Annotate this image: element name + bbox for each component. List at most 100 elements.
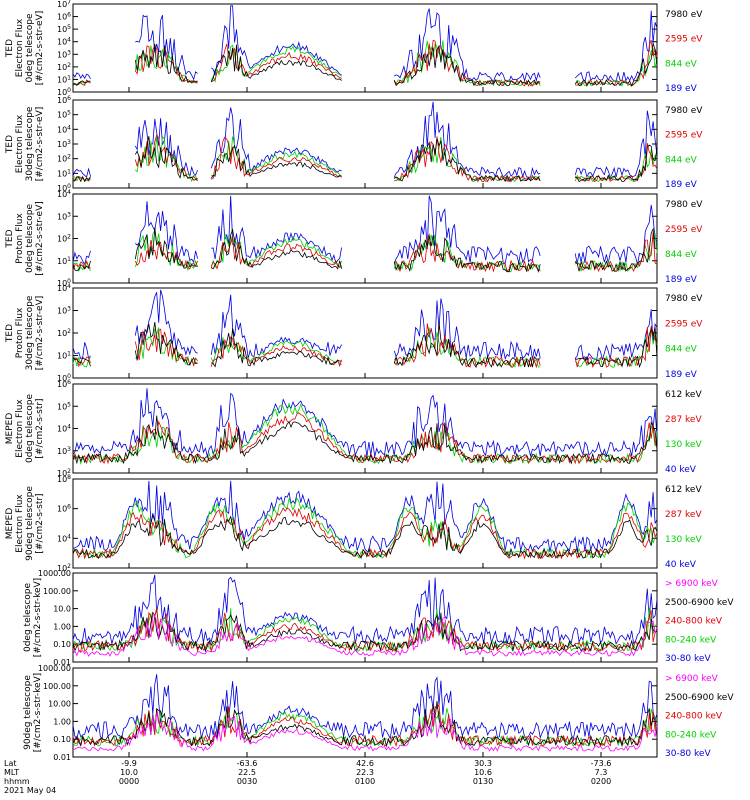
- ylabel-line: [#/cm2-s-str-eV]: [35, 11, 45, 86]
- panel-8: 0.01 0.10 1.00 10.00 100.00 1000.00 90deg tele…: [23, 664, 734, 762]
- series-red: [72, 412, 658, 465]
- ytick-label: 0.01: [53, 753, 71, 762]
- ylabel-line: [#/cm2-s-str]: [35, 493, 45, 553]
- ytick-label: 104: [57, 189, 71, 199]
- legend-label: 189 eV: [665, 275, 698, 285]
- legend-label: 130 keV: [665, 535, 702, 545]
- legend-label: 189 eV: [665, 370, 698, 380]
- xaxis-row-label: MLT: [4, 768, 19, 777]
- ytick-label: 104: [57, 37, 71, 47]
- x-axis: -9.910.00000-63.622.5003042.622.3010030.…: [4, 87, 611, 795]
- legend-label: 40 keV: [665, 465, 697, 475]
- series-black: [72, 415, 658, 465]
- ytick-label: 1.00: [53, 717, 71, 726]
- ytick-label: 104: [57, 124, 71, 134]
- series-black: [72, 136, 658, 183]
- ytick-label: 1000.00: [38, 664, 71, 673]
- ylabel-line: TED: [5, 135, 15, 154]
- series-black: [72, 701, 658, 748]
- legend-label: 2595 eV: [665, 35, 703, 45]
- ytick-label: 103: [57, 49, 71, 59]
- series-red: [72, 703, 658, 747]
- ytick-label: 100: [57, 373, 71, 383]
- ytick-label: 100: [57, 87, 71, 97]
- legend-label: 287 keV: [665, 510, 702, 520]
- series-black: [72, 611, 658, 653]
- xtick-mlt: 10.6: [474, 768, 492, 777]
- ytick-label: 106: [57, 504, 71, 514]
- legend-label: 844 eV: [665, 155, 698, 165]
- series-blue: [72, 388, 658, 458]
- legend-label: 2595 eV: [665, 319, 703, 329]
- ytick-label: 106: [57, 12, 71, 22]
- series-magenta: [72, 712, 658, 752]
- series-red: [72, 608, 658, 653]
- legend-label: 844 eV: [665, 345, 698, 355]
- panel-7: 0.01 0.10 1.00 10.0 100.00 1000.00 0deg telesc…: [23, 569, 734, 667]
- ytick-label: 104: [57, 424, 71, 434]
- legend-label: 80-240 keV: [665, 730, 717, 740]
- ytick-label: 107: [57, 0, 71, 9]
- ytick-label: 0.01: [53, 658, 71, 667]
- xtick-lat: 30.3: [474, 759, 492, 768]
- ylabel-line: TED: [5, 324, 15, 343]
- legend-label: 7980 eV: [665, 294, 703, 304]
- legend-label: 844 eV: [665, 59, 698, 69]
- ytick-label: 100.00: [43, 682, 71, 691]
- ylabel-line: 0deg telescope: [23, 583, 33, 653]
- series-green: [72, 327, 658, 369]
- ytick-label: 101: [57, 74, 71, 84]
- date-label: 2021 May 04: [4, 786, 56, 795]
- series-red: [72, 232, 658, 273]
- legend-label: 189 eV: [665, 180, 698, 190]
- ytick-label: 0.10: [53, 640, 71, 649]
- series-black: [72, 42, 658, 87]
- series-green: [72, 136, 658, 183]
- ylabel-line: 90deg telescope: [25, 486, 35, 561]
- ylabel-line: [#/cm2-s-str-keV]: [33, 578, 43, 657]
- panel-frame: [72, 572, 658, 663]
- xtick-hhmm: 0200: [591, 777, 611, 786]
- ytick-label: 102: [57, 563, 71, 573]
- ylabel-line: MEPED: [5, 508, 15, 540]
- series-magenta: [72, 615, 658, 657]
- series-blue: [72, 101, 658, 179]
- panel-frame: [72, 3, 658, 93]
- ylabel-line: [#/cm2-s-str-eV]: [35, 201, 45, 276]
- series-blue: [72, 480, 658, 553]
- series-red: [72, 133, 658, 183]
- panel-3: 100 101 102 103 104 TED Proton Flux 0deg telesc…: [5, 189, 703, 288]
- ylabel-line: Proton Flux: [15, 307, 25, 358]
- series-green: [72, 229, 658, 273]
- ylabel-line: [#/cm2-s-str]: [35, 398, 45, 458]
- series-red: [72, 323, 658, 369]
- panel-4: 100 101 102 103 104 TED Proton Flux 30deg teles…: [5, 283, 703, 383]
- xtick-lat: 42.6: [356, 759, 374, 768]
- series-blue: [72, 5, 658, 83]
- legend-label: 2595 eV: [665, 225, 703, 235]
- panel-frame: [72, 478, 658, 569]
- series-green: [72, 40, 658, 87]
- ytick-label: 105: [57, 110, 71, 120]
- xaxis-row-label: Lat: [4, 759, 17, 768]
- xtick-lat: -63.6: [237, 759, 258, 768]
- series-green: [73, 497, 658, 560]
- xtick-mlt: 10.0: [120, 768, 138, 777]
- legend-label: 240-800 keV: [665, 712, 723, 722]
- legend-label: 80-240 keV: [665, 635, 717, 645]
- ytick-label: 106: [57, 95, 71, 105]
- series-blue: [72, 195, 658, 266]
- legend-label: 30-80 keV: [665, 749, 711, 759]
- legend-label: 7980 eV: [665, 200, 703, 210]
- legend-label: 612 keV: [665, 485, 702, 495]
- xaxis-row-label: hhmm: [4, 777, 30, 786]
- panel-2: 100 101 102 103 104 105 106 TED Electron Flux 30d…: [5, 95, 703, 193]
- ytick-label: 104: [57, 533, 71, 543]
- ylabel-line: [#/cm2-s-str-keV]: [33, 673, 43, 752]
- ylabel-line: Electron Flux: [15, 399, 25, 458]
- xtick-hhmm: 0100: [355, 777, 375, 786]
- ylabel-line: MEPED: [5, 413, 15, 445]
- ylabel-line: [#/cm2-s-str-eV]: [35, 107, 45, 182]
- legend-label: 7980 eV: [665, 10, 703, 20]
